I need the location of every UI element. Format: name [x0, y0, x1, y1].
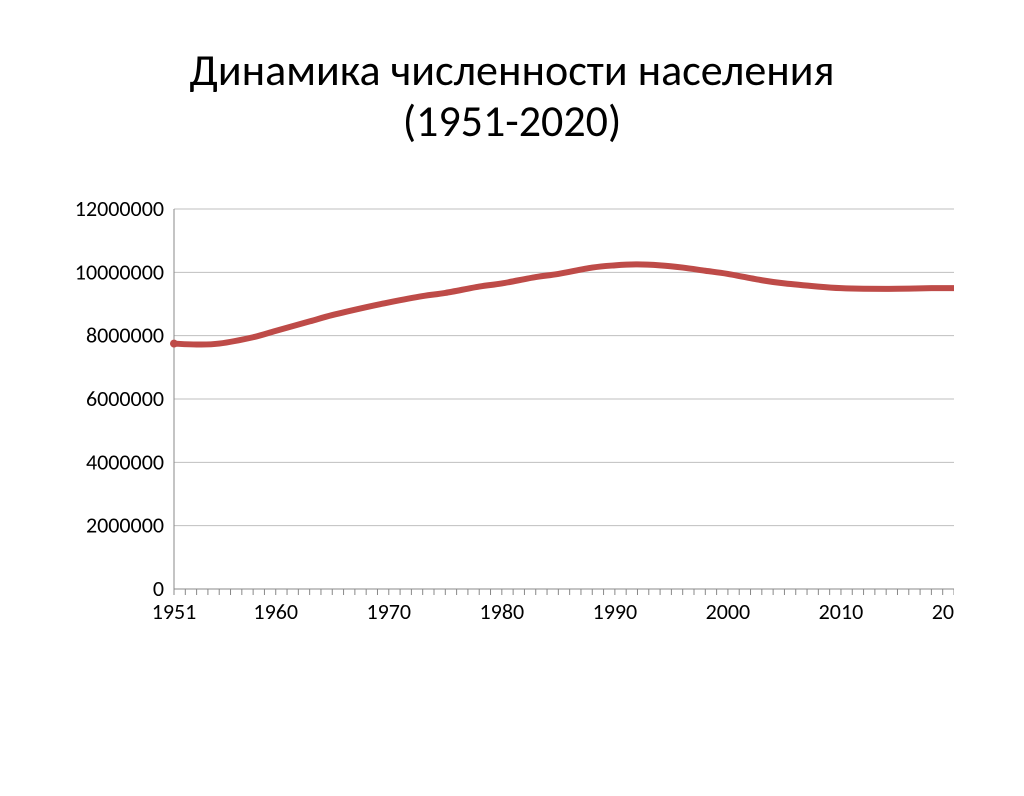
- y-tick-label: 10000000: [75, 259, 164, 286]
- line-start-marker: [170, 340, 178, 348]
- x-tick-label: 1990: [593, 598, 638, 625]
- y-tick-label: 4000000: [86, 449, 164, 476]
- line-chart: 0200000040000006000000800000010000000120…: [70, 199, 954, 659]
- population-line: [174, 265, 954, 345]
- chart-title: Динамика численности населения (1951-202…: [0, 29, 1024, 146]
- x-tick-label: 1970: [366, 598, 411, 625]
- x-tick-label: 2000: [706, 598, 751, 625]
- y-tick-label: 6000000: [86, 385, 164, 412]
- title-line2: (1951-2020): [403, 94, 622, 148]
- y-tick-label: 8000000: [86, 322, 164, 349]
- chart-container: 0200000040000006000000800000010000000120…: [70, 199, 954, 659]
- x-tick-label: 1960: [253, 598, 298, 625]
- x-tick-label: 2010: [819, 598, 864, 625]
- slide: Динамика численности населения (1951-202…: [0, 29, 1024, 796]
- y-tick-label: 12000000: [75, 199, 164, 222]
- x-tick-label: 1980: [480, 598, 525, 625]
- x-tick-label: 2020: [932, 598, 954, 625]
- title-line1: Динамика численности населения: [190, 43, 835, 97]
- x-tick-label: 1951: [152, 598, 197, 625]
- y-tick-label: 2000000: [86, 512, 164, 539]
